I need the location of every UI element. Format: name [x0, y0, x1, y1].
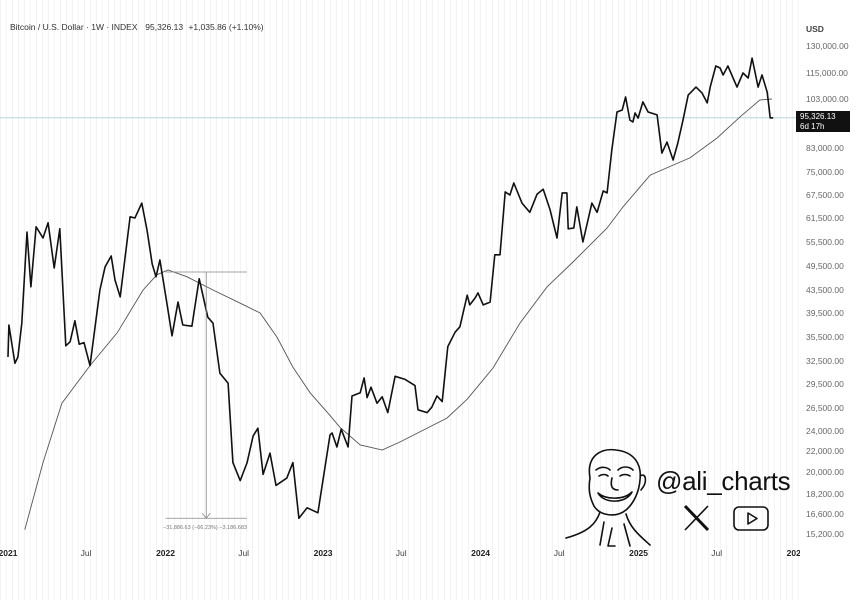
current-price-value: 95,326.13 [800, 112, 836, 121]
youtube-icon[interactable] [733, 506, 769, 531]
y-tick-label: 26,500.00 [806, 403, 844, 413]
y-tick-label: 32,500.00 [806, 356, 844, 366]
y-axis: 130,000.00 115,000.00 103,000.00 83,000.00 7… [806, 41, 849, 539]
y-tick-label: 43,500.00 [806, 285, 844, 295]
symbol-header: Bitcoin / U.S. Dollar · 1W · INDEX 95,32… [10, 22, 267, 32]
currency-label: USD [806, 24, 824, 34]
y-tick-label: 130,000.00 [806, 41, 849, 51]
y-tick-label: 20,000.00 [806, 467, 844, 477]
measure-arrow-head [201, 513, 211, 519]
avatar-sketch [565, 448, 651, 547]
x-tick-label: 2025 [629, 548, 648, 558]
y-tick-label: 29,500.00 [806, 379, 844, 389]
x-tick-label: Jul [238, 548, 249, 558]
price-line[interactable] [7, 57, 774, 520]
x-tick-label: Jul [396, 548, 407, 558]
y-tick-label: 22,000.00 [806, 446, 844, 456]
bar-countdown: 6d 17h [800, 121, 825, 131]
symbol-name: Bitcoin / U.S. Dollar · 1W · INDEX [10, 22, 138, 32]
brand-handle: @ali_charts [656, 466, 791, 496]
measurement-tool[interactable] [165, 271, 247, 519]
y-tick-label: 24,000.00 [806, 426, 844, 436]
last-price: 95,326.13 [145, 22, 184, 32]
x-tick-label: 2026 [787, 548, 806, 558]
x-tick-label: Jul [81, 548, 92, 558]
x-tick-label: 2024 [471, 548, 490, 558]
vertical-grid [0, 0, 800, 600]
y-tick-label: 61,500.00 [806, 213, 844, 223]
y-tick-label: 15,200.00 [806, 529, 844, 539]
y-tick-label: 49,500.00 [806, 261, 844, 271]
y-tick-label: 18,200.00 [806, 489, 844, 499]
current-price-label: 95,326.13 6d 17h [796, 111, 850, 132]
x-tick-label: Jul [711, 548, 722, 558]
y-tick-label: 39,500.00 [806, 308, 844, 318]
y-tick-label: 16,600.00 [806, 509, 844, 519]
y-tick-label: 67,500.00 [806, 190, 844, 200]
y-tick-label: 83,000.00 [806, 143, 844, 153]
x-tick-label: 2022 [156, 548, 175, 558]
x-axis: 2021 Jul 2022 Jul 2023 Jul 2024 Jul 2025 Jul 2026 [0, 548, 806, 558]
moving-average-line [24, 98, 772, 530]
measurement-label: −31,886.63 (−66.23%) −3,186,683 [163, 525, 247, 531]
x-tick-label: Jul [554, 548, 565, 558]
x-logo-icon[interactable] [683, 504, 710, 532]
x-tick-label: 2021 [0, 548, 18, 558]
y-tick-label: 55,500.00 [806, 237, 844, 247]
y-tick-label: 115,000.00 [806, 68, 848, 78]
y-tick-label: 35,500.00 [806, 332, 844, 342]
x-tick-label: 2023 [314, 548, 333, 558]
y-tick-label: 103,000.00 [806, 94, 849, 104]
y-tick-label: 75,000.00 [806, 167, 844, 177]
price-change: +1,035.86 (+1.10%) [188, 22, 264, 32]
